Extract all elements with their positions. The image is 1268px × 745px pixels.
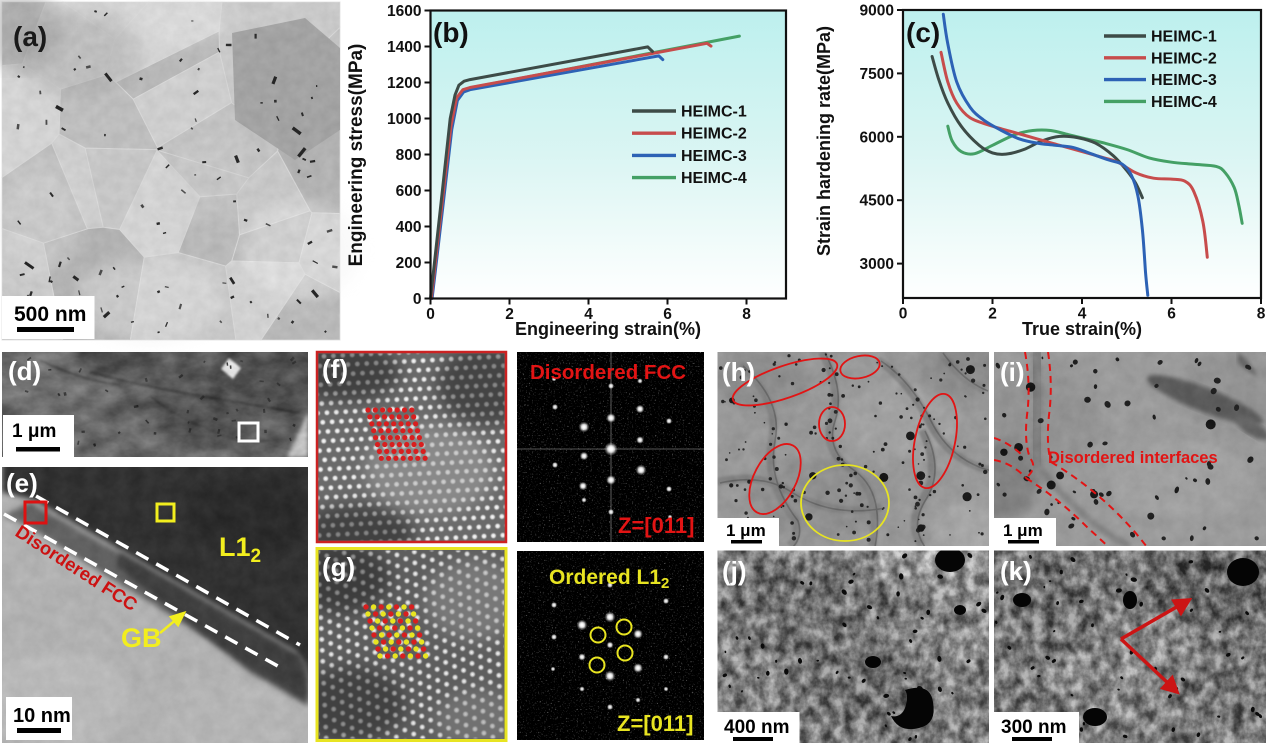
- svg-text:(d): (d): [8, 356, 41, 386]
- svg-text:Disordered FCC: Disordered FCC: [530, 361, 686, 384]
- svg-text:9000: 9000: [860, 3, 894, 20]
- svg-text:6: 6: [663, 306, 672, 323]
- svg-text:(b): (b): [433, 17, 469, 48]
- svg-text:(k): (k): [1000, 556, 1032, 586]
- svg-text:1400: 1400: [387, 39, 421, 56]
- svg-text:2: 2: [988, 306, 997, 323]
- svg-text:1200: 1200: [387, 75, 421, 92]
- svg-text:HEIMC-3: HEIMC-3: [1151, 72, 1217, 89]
- svg-text:800: 800: [396, 147, 422, 164]
- svg-text:300 nm: 300 nm: [1001, 717, 1066, 738]
- svg-text:HEIMC-4: HEIMC-4: [1151, 94, 1217, 111]
- svg-text:7500: 7500: [860, 66, 894, 83]
- svg-text:(c): (c): [906, 17, 940, 48]
- svg-text:Ordered L12: Ordered L12: [549, 566, 669, 592]
- svg-text:GB: GB: [121, 623, 162, 653]
- svg-text:Disordered interfaces: Disordered interfaces: [1048, 449, 1218, 467]
- svg-text:3000: 3000: [860, 256, 894, 273]
- svg-text:Engineering stress(MPa): Engineering stress(MPa): [346, 44, 367, 267]
- svg-text:HEIMC-1: HEIMC-1: [681, 104, 747, 121]
- svg-text:4: 4: [1078, 306, 1087, 323]
- svg-text:1600: 1600: [387, 3, 421, 20]
- svg-text:HEIMC-1: HEIMC-1: [1151, 29, 1217, 46]
- svg-text:6000: 6000: [860, 129, 894, 146]
- svg-text:2: 2: [505, 306, 514, 323]
- svg-text:4500: 4500: [860, 193, 894, 210]
- svg-text:8: 8: [1257, 306, 1266, 323]
- svg-text:400 nm: 400 nm: [724, 717, 789, 738]
- svg-text:HEIMC-2: HEIMC-2: [681, 126, 747, 143]
- svg-text:Engineering strain(%): Engineering strain(%): [515, 319, 701, 339]
- svg-text:1 μm: 1 μm: [1003, 521, 1043, 540]
- svg-text:(h): (h): [722, 357, 755, 387]
- svg-text:(i): (i): [1000, 357, 1025, 387]
- svg-text:HEIMC-4: HEIMC-4: [681, 170, 747, 187]
- svg-text:(f): (f): [322, 354, 348, 384]
- svg-text:0: 0: [899, 306, 908, 323]
- svg-text:(g): (g): [322, 552, 355, 582]
- svg-text:6: 6: [1167, 306, 1176, 323]
- svg-text:0: 0: [413, 291, 422, 308]
- svg-text:Strain hardening rate(MPa): Strain hardening rate(MPa): [814, 26, 834, 256]
- svg-text:Z=[011]: Z=[011]: [617, 711, 693, 736]
- svg-text:Z=[011]: Z=[011]: [618, 513, 694, 538]
- svg-text:600: 600: [396, 183, 422, 200]
- svg-text:4: 4: [584, 306, 593, 323]
- svg-text:(a): (a): [13, 21, 47, 52]
- svg-text:0: 0: [426, 306, 435, 323]
- svg-text:1000: 1000: [387, 111, 421, 128]
- svg-text:HEIMC-2: HEIMC-2: [1151, 50, 1217, 67]
- svg-text:1 μm: 1 μm: [726, 521, 766, 540]
- svg-text:500 nm: 500 nm: [14, 303, 86, 326]
- svg-text:1 μm: 1 μm: [12, 421, 56, 442]
- svg-text:(e): (e): [6, 468, 38, 498]
- svg-text:200: 200: [396, 255, 422, 272]
- svg-text:True strain(%): True strain(%): [1022, 319, 1142, 339]
- svg-text:(j): (j): [722, 556, 747, 586]
- svg-text:10 nm: 10 nm: [13, 705, 71, 727]
- svg-text:HEIMC-3: HEIMC-3: [681, 148, 747, 165]
- svg-text:8: 8: [742, 306, 751, 323]
- svg-text:400: 400: [396, 219, 422, 236]
